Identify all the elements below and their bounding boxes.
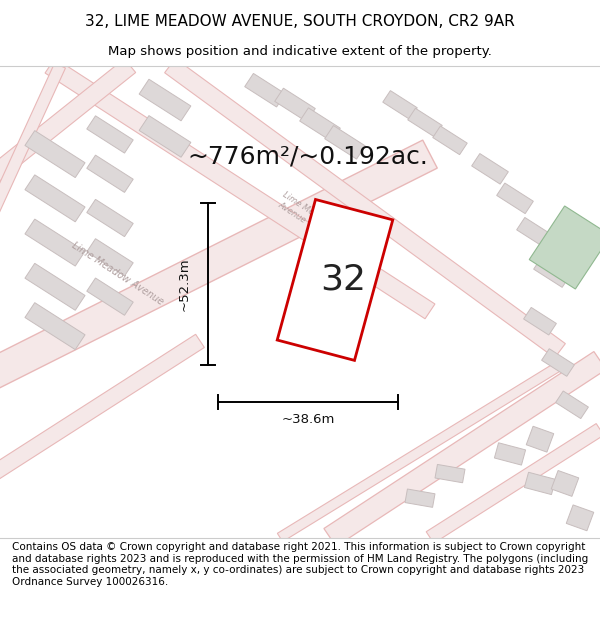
Polygon shape — [87, 199, 133, 237]
Polygon shape — [517, 217, 553, 248]
Polygon shape — [0, 59, 136, 200]
Polygon shape — [139, 116, 191, 158]
Polygon shape — [300, 108, 340, 141]
Polygon shape — [25, 131, 85, 178]
Polygon shape — [45, 58, 435, 319]
Text: 32, LIME MEADOW AVENUE, SOUTH CROYDON, CR2 9AR: 32, LIME MEADOW AVENUE, SOUTH CROYDON, C… — [85, 14, 515, 29]
Polygon shape — [494, 442, 526, 465]
Polygon shape — [25, 219, 85, 266]
Text: Lime Me
Avenue: Lime Me Avenue — [275, 191, 315, 226]
Polygon shape — [497, 183, 533, 214]
Polygon shape — [408, 108, 442, 137]
Polygon shape — [524, 308, 556, 335]
Polygon shape — [433, 126, 467, 154]
Polygon shape — [426, 424, 600, 543]
Polygon shape — [139, 79, 191, 121]
Polygon shape — [435, 464, 465, 482]
Polygon shape — [275, 88, 315, 122]
Polygon shape — [87, 278, 133, 315]
Polygon shape — [87, 155, 133, 192]
Text: Map shows position and indicative extent of the property.: Map shows position and indicative extent… — [108, 45, 492, 58]
Polygon shape — [526, 426, 554, 452]
Polygon shape — [245, 73, 285, 107]
Polygon shape — [25, 302, 85, 349]
Polygon shape — [324, 351, 600, 546]
Text: Lime Meadow Avenue: Lime Meadow Avenue — [70, 241, 166, 308]
Polygon shape — [0, 63, 65, 264]
Polygon shape — [524, 472, 556, 494]
Polygon shape — [472, 154, 508, 184]
Polygon shape — [325, 126, 365, 159]
Text: 32: 32 — [320, 263, 366, 297]
Polygon shape — [0, 334, 205, 495]
Polygon shape — [87, 239, 133, 276]
Polygon shape — [164, 59, 565, 358]
Text: ~38.6m: ~38.6m — [281, 413, 335, 426]
Polygon shape — [0, 140, 437, 399]
Polygon shape — [25, 175, 85, 222]
Polygon shape — [566, 505, 594, 531]
Text: ~52.3m: ~52.3m — [178, 258, 191, 311]
Polygon shape — [87, 116, 133, 153]
Polygon shape — [277, 361, 563, 542]
Polygon shape — [533, 257, 571, 288]
Polygon shape — [529, 206, 600, 289]
Polygon shape — [551, 471, 579, 496]
Text: Contains OS data © Crown copyright and database right 2021. This information is : Contains OS data © Crown copyright and d… — [12, 542, 588, 587]
Polygon shape — [542, 349, 574, 376]
Polygon shape — [556, 391, 589, 419]
Polygon shape — [383, 91, 417, 119]
Polygon shape — [277, 199, 393, 361]
Polygon shape — [405, 489, 435, 508]
Polygon shape — [25, 263, 85, 310]
Text: ~776m²/~0.192ac.: ~776m²/~0.192ac. — [188, 144, 428, 168]
